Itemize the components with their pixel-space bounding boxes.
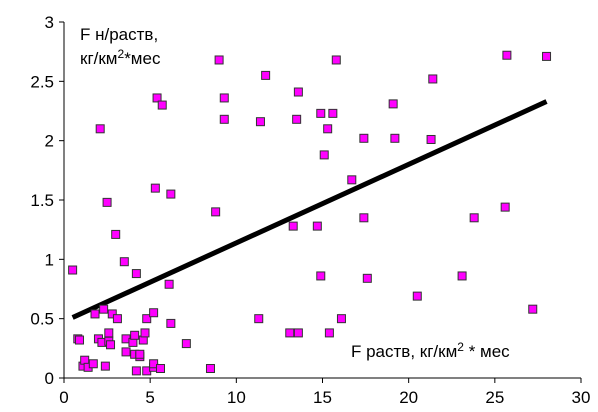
- data-point: [457, 271, 467, 281]
- data-point: [140, 328, 150, 338]
- data-point: [205, 364, 215, 374]
- y-tick-label: 2: [45, 132, 54, 151]
- data-point: [99, 304, 109, 314]
- data-point: [412, 291, 422, 301]
- x-tick-label: 10: [227, 388, 246, 407]
- x-tick-label: 0: [59, 388, 68, 407]
- data-point: [112, 314, 122, 324]
- data-point: [135, 349, 145, 359]
- data-point: [293, 87, 303, 97]
- y-axis-label-suffix: *мес: [124, 49, 161, 68]
- data-point: [316, 108, 326, 118]
- data-point: [428, 74, 438, 84]
- data-point: [288, 221, 298, 231]
- data-point: [119, 257, 129, 267]
- x-axis-label-text: F раств, кг/км: [351, 342, 457, 361]
- data-point: [157, 100, 167, 110]
- x-axis-label-sup: 2: [457, 340, 464, 354]
- data-point: [542, 51, 552, 61]
- data-point: [166, 189, 176, 199]
- data-point: [285, 328, 295, 338]
- data-point: [292, 114, 302, 124]
- tick-marks: [59, 21, 582, 383]
- data-point: [95, 124, 105, 134]
- y-tick-label: 0.5: [30, 310, 54, 329]
- data-point: [211, 207, 221, 217]
- axes: [63, 22, 581, 379]
- y-tick-label: 0: [45, 369, 54, 388]
- data-point: [111, 229, 121, 239]
- data-point: [390, 133, 400, 143]
- x-tick-label: 15: [313, 388, 332, 407]
- data-point: [149, 308, 159, 318]
- data-point: [219, 93, 229, 103]
- y-tick-label: 1: [45, 250, 54, 269]
- data-point: [150, 183, 160, 193]
- data-point: [166, 318, 176, 328]
- data-point: [323, 124, 333, 134]
- y-tick-label: 3: [45, 13, 54, 32]
- data-point: [319, 150, 329, 160]
- data-point: [131, 269, 141, 279]
- y-axis-label-unit: кг/км: [80, 49, 118, 68]
- y-axis-label-sup: 2: [118, 47, 125, 61]
- data-point: [149, 359, 159, 369]
- x-axis-label: F раств, кг/км2 * мес: [351, 340, 510, 361]
- data-point: [426, 134, 436, 144]
- data-point: [152, 93, 162, 103]
- data-point: [100, 361, 110, 371]
- data-point: [106, 340, 116, 350]
- x-tick-label: 30: [572, 388, 591, 407]
- data-point: [359, 213, 369, 223]
- data-point: [388, 99, 398, 109]
- data-point: [254, 314, 264, 324]
- data-point: [90, 309, 100, 319]
- data-point: [104, 328, 114, 338]
- data-point: [130, 330, 140, 340]
- x-tick-label: 20: [399, 388, 418, 407]
- data-point: [156, 364, 166, 374]
- x-tick-label: 25: [485, 388, 504, 407]
- data-point: [261, 70, 271, 80]
- data-point: [324, 328, 334, 338]
- trend-line: [71, 99, 548, 320]
- data-point: [181, 339, 191, 349]
- data-point: [331, 55, 341, 65]
- data-point: [293, 328, 303, 338]
- tick-labels: 0 5 10 15 20 25 30 0 0.5 1 1.5 2 2.5 3: [30, 13, 590, 407]
- data-point: [316, 271, 326, 281]
- data-point: [131, 366, 141, 376]
- data-point: [75, 335, 85, 345]
- data-point: [502, 50, 512, 60]
- data-point: [359, 133, 369, 143]
- data-point: [328, 108, 338, 118]
- data-point: [142, 314, 152, 324]
- data-point: [107, 309, 117, 319]
- data-point: [362, 273, 372, 283]
- data-point: [336, 314, 346, 324]
- data-point: [164, 279, 174, 289]
- x-tick-label: 5: [145, 388, 154, 407]
- data-point: [312, 221, 322, 231]
- data-points: [68, 50, 552, 376]
- data-point: [68, 265, 78, 275]
- data-point: [88, 359, 98, 369]
- data-point: [102, 197, 112, 207]
- x-axis-label-suffix: * мес: [464, 342, 510, 361]
- data-point: [469, 213, 479, 223]
- y-tick-label: 1.5: [30, 191, 54, 210]
- data-point: [528, 304, 538, 314]
- y-tick-label: 2.5: [30, 72, 54, 91]
- data-point: [121, 347, 131, 357]
- y-axis-label-line1: F н/раств,: [80, 25, 158, 44]
- y-axis-label-line2: кг/км2*мес: [80, 47, 161, 68]
- data-point: [255, 117, 265, 127]
- data-point: [347, 175, 357, 185]
- data-point: [500, 202, 510, 212]
- data-point: [214, 55, 224, 65]
- data-point: [219, 114, 229, 124]
